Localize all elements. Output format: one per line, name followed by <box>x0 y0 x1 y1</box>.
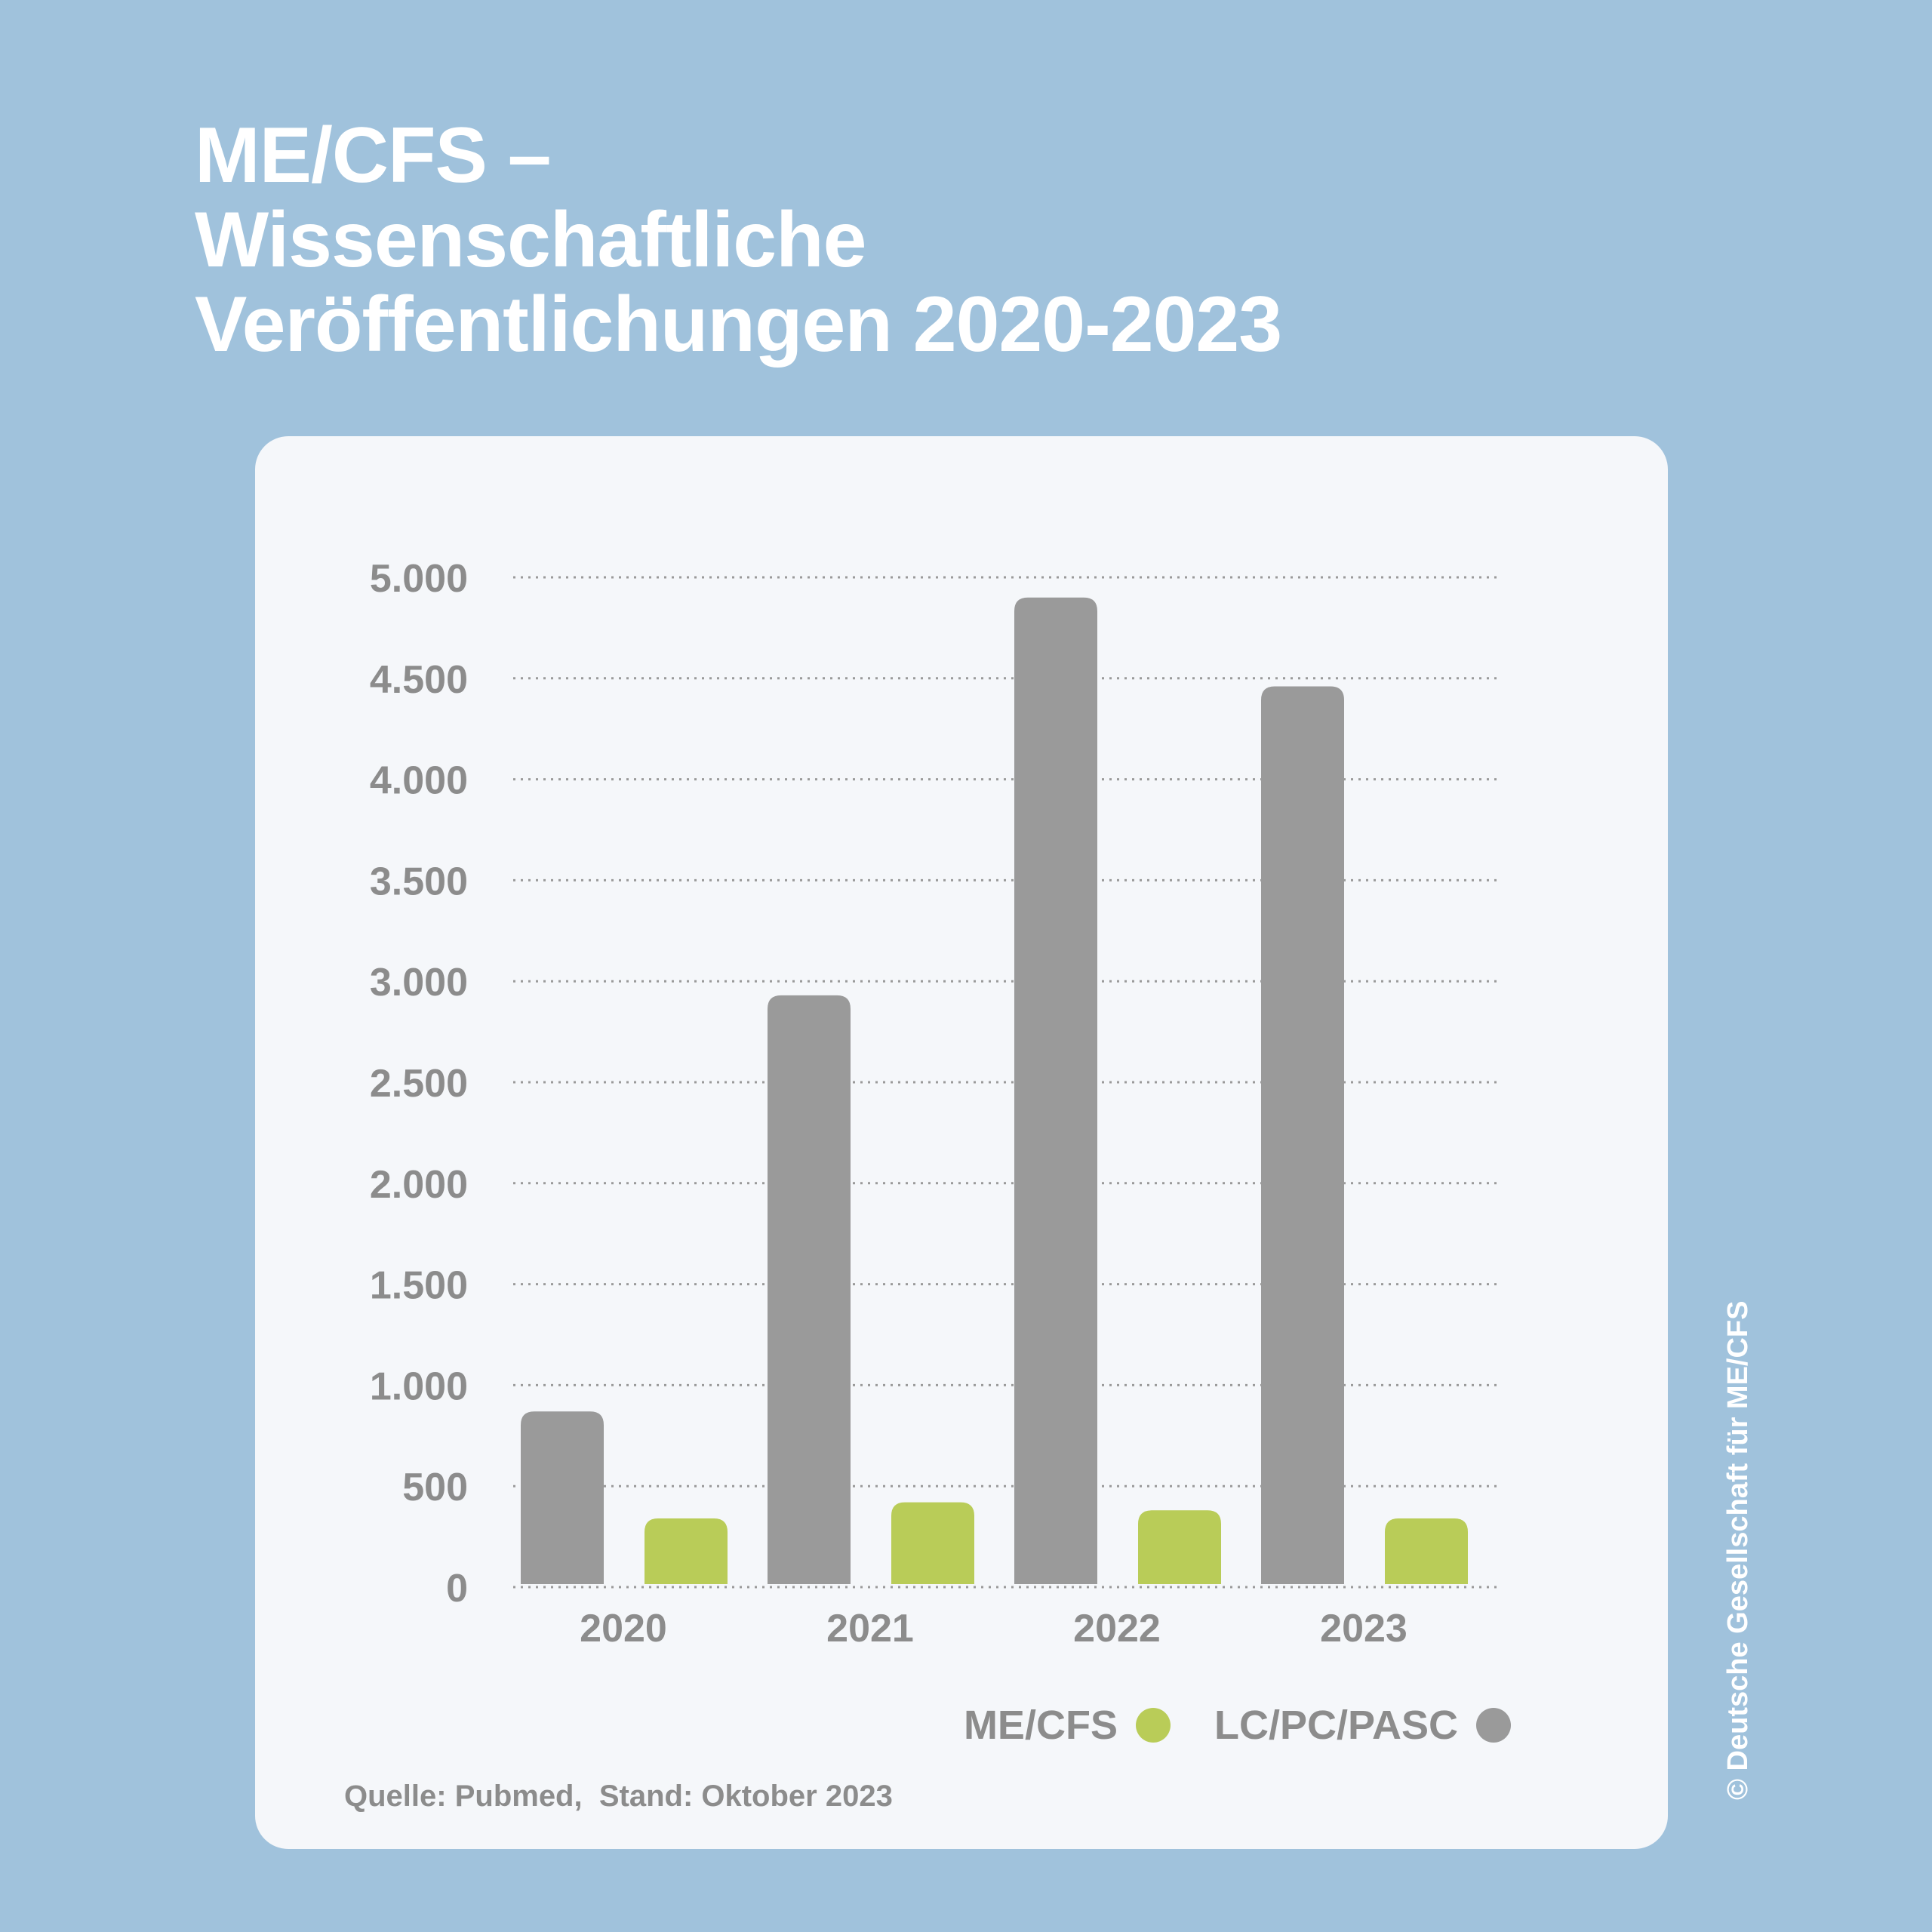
bar-lc-pc-pasc-2023 <box>1261 686 1344 1584</box>
title-line-2: Wissenschaftliche <box>195 196 867 284</box>
bar-lc-pc-pasc-2022 <box>1014 597 1097 1584</box>
copyright-note: © Deutsche Gesellschaft für ME/CFS <box>1722 1300 1754 1801</box>
x-tick-label-2020: 2020 <box>580 1607 667 1651</box>
bar-lc-pc-pasc-2020 <box>521 1411 604 1584</box>
bar-me-cfs-2020 <box>645 1518 728 1584</box>
gridlines <box>513 576 1499 1589</box>
x-tick-label-2022: 2022 <box>1073 1607 1161 1651</box>
y-tick-label: 3.500 <box>370 860 468 903</box>
legend-label-mecfs: ME/CFS <box>963 1703 1118 1748</box>
legend-dot-lcpcpasc <box>1476 1708 1511 1743</box>
chart-card: 0 500 1.000 1.500 2.000 2.500 3.000 3.500 4.000 4… <box>255 436 1668 1849</box>
title-line-1: ME/CFS – <box>195 112 552 199</box>
bar-me-cfs-2023 <box>1385 1518 1468 1584</box>
bar-lc-pc-pasc-2021 <box>768 995 851 1584</box>
x-tick-label-2023: 2023 <box>1320 1607 1407 1651</box>
y-tick-label: 0 <box>446 1567 468 1611</box>
y-tick-label: 1.500 <box>370 1264 468 1308</box>
legend-label-lcpcpasc: LC/PC/PASC <box>1214 1703 1458 1748</box>
y-tick-label: 3.000 <box>370 961 468 1004</box>
bar-me-cfs-2022 <box>1138 1510 1221 1584</box>
y-tick-label: 4.000 <box>370 759 468 803</box>
legend: ME/CFS LC/PC/PASC <box>964 1695 1511 1755</box>
y-tick-label: 2.000 <box>370 1163 468 1207</box>
x-axis-ticks: 2020 2021 2022 2023 <box>580 1607 1407 1651</box>
x-tick-label-2021: 2021 <box>826 1607 914 1651</box>
y-tick-label: 1.000 <box>370 1364 468 1408</box>
bars <box>521 597 1468 1584</box>
bar-chart: 0 500 1.000 1.500 2.000 2.500 3.000 3.500 4.000 4… <box>370 557 1499 1651</box>
bar-me-cfs-2021 <box>891 1502 974 1584</box>
y-tick-label: 4.500 <box>370 658 468 702</box>
title-line-3: Veröffentlichungen 2020-2023 <box>195 281 1282 368</box>
y-tick-label: 2.500 <box>370 1062 468 1106</box>
legend-item-mecfs: ME/CFS <box>964 1702 1171 1749</box>
chart-title: ME/CFS – Wissenschaftliche Veröffentlich… <box>195 112 1282 368</box>
legend-dot-mecfs <box>1135 1708 1171 1743</box>
y-axis-ticks: 0 500 1.000 1.500 2.000 2.500 3.000 3.500 4.000 4… <box>370 557 468 1611</box>
legend-item-lcpcpasc: LC/PC/PASC <box>1214 1702 1511 1749</box>
source-note: Quelle: Pubmed, Stand: Oktober 2023 <box>344 1780 893 1813</box>
y-tick-label: 500 <box>402 1466 468 1509</box>
y-tick-label: 5.000 <box>370 557 468 601</box>
